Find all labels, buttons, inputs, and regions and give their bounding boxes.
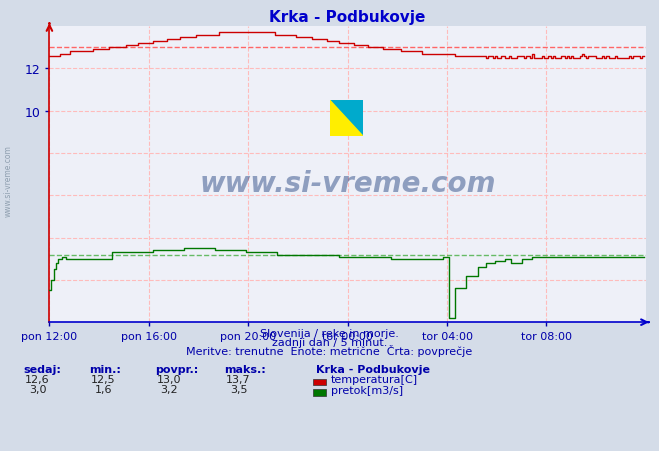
Text: min.:: min.: — [89, 364, 121, 374]
Text: www.si-vreme.com: www.si-vreme.com — [200, 170, 496, 198]
Text: pretok[m3/s]: pretok[m3/s] — [331, 385, 403, 395]
Text: Meritve: trenutne  Enote: metrične  Črta: povprečje: Meritve: trenutne Enote: metrične Črta: … — [186, 344, 473, 356]
Text: maks.:: maks.: — [224, 364, 266, 374]
Text: Krka - Podbukovje: Krka - Podbukovje — [316, 364, 430, 374]
Text: 3,0: 3,0 — [29, 384, 46, 394]
Text: temperatura[C]: temperatura[C] — [331, 374, 418, 384]
Text: 13,7: 13,7 — [226, 374, 251, 384]
Text: zadnji dan / 5 minut.: zadnji dan / 5 minut. — [272, 337, 387, 347]
Text: www.si-vreme.com: www.si-vreme.com — [4, 144, 13, 216]
Title: Krka - Podbukovje: Krka - Podbukovje — [270, 9, 426, 24]
Text: 1,6: 1,6 — [95, 384, 112, 394]
Polygon shape — [330, 101, 362, 136]
Text: povpr.:: povpr.: — [155, 364, 198, 374]
Text: 13,0: 13,0 — [157, 374, 182, 384]
Text: 12,5: 12,5 — [91, 374, 116, 384]
Text: 3,2: 3,2 — [161, 384, 178, 394]
Text: sedaj:: sedaj: — [23, 364, 61, 374]
Text: Slovenija / reke in morje.: Slovenija / reke in morje. — [260, 328, 399, 338]
Text: 3,5: 3,5 — [230, 384, 247, 394]
Bar — [346, 119, 362, 136]
Text: 12,6: 12,6 — [25, 374, 50, 384]
Polygon shape — [330, 101, 362, 136]
Bar — [330, 101, 346, 119]
Bar — [346, 101, 362, 119]
